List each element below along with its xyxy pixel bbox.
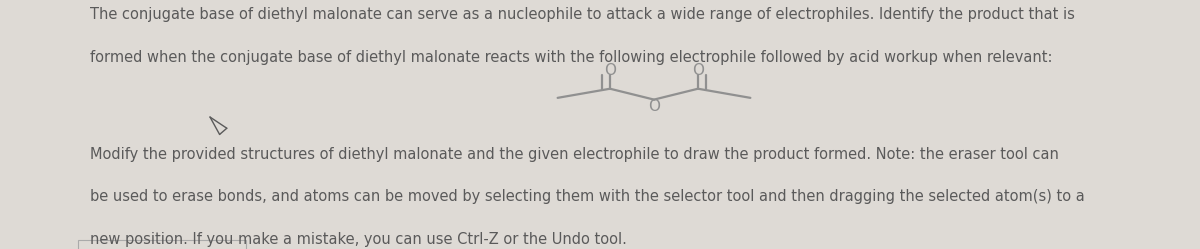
- Text: O: O: [648, 99, 660, 114]
- Text: Modify the provided structures of diethyl malonate and the given electrophile to: Modify the provided structures of diethy…: [90, 147, 1058, 162]
- FancyBboxPatch shape: [78, 240, 246, 249]
- Text: be used to erase bonds, and atoms can be moved by selecting them with the select: be used to erase bonds, and atoms can be…: [90, 189, 1085, 204]
- Text: new position. If you make a mistake, you can use Ctrl-Z or the Undo tool.: new position. If you make a mistake, you…: [90, 232, 626, 247]
- Text: O: O: [604, 62, 616, 77]
- Text: O: O: [692, 62, 704, 77]
- Text: formed when the conjugate base of diethyl malonate reacts with the following ele: formed when the conjugate base of diethy…: [90, 50, 1052, 65]
- Text: The conjugate base of diethyl malonate can serve as a nucleophile to attack a wi: The conjugate base of diethyl malonate c…: [90, 7, 1075, 22]
